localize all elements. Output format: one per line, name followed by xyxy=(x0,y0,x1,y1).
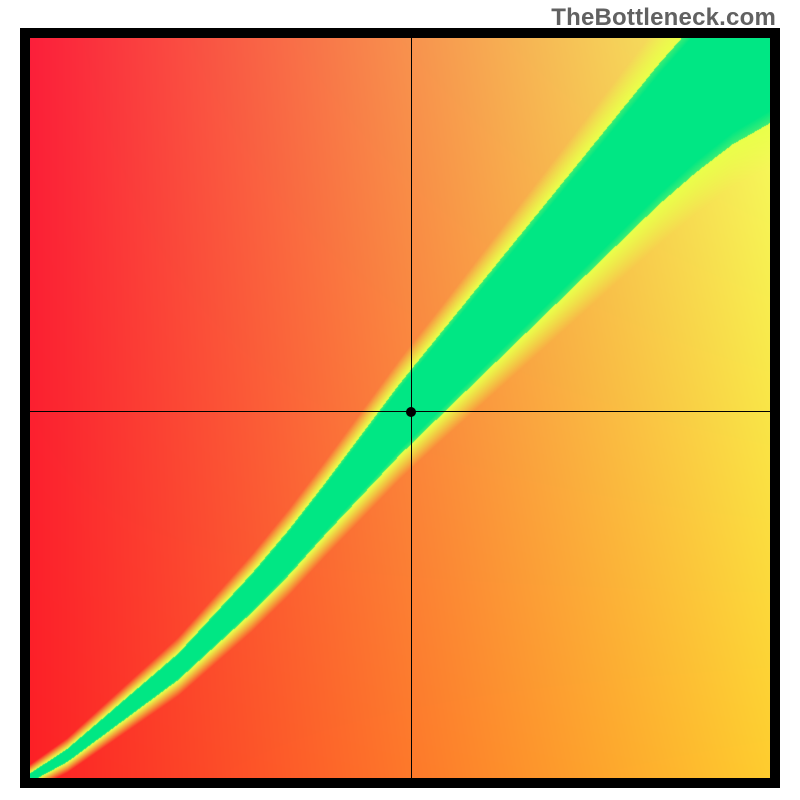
data-point xyxy=(406,407,416,417)
chart-container: TheBottleneck.com xyxy=(0,0,800,800)
heatmap-canvas xyxy=(30,38,770,778)
crosshair-horizontal xyxy=(30,411,770,412)
plot-frame xyxy=(20,28,780,788)
